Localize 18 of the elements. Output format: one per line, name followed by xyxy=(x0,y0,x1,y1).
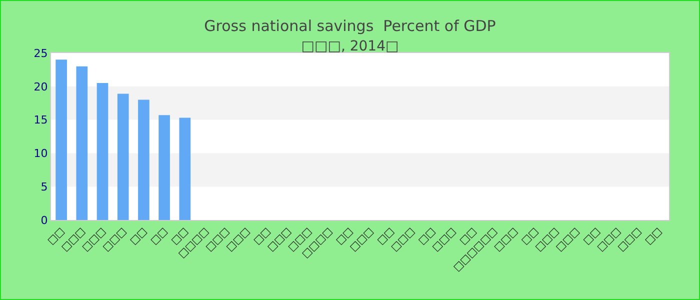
y-tick-label: 25 xyxy=(34,46,48,60)
y-tick-label: 0 xyxy=(40,214,48,227)
bar xyxy=(179,118,191,220)
x-tick-label: □□ xyxy=(128,226,150,248)
y-tick-label: 15 xyxy=(34,114,48,127)
chart-subtitle: □□□, 2014□ xyxy=(301,38,399,54)
chart-title: Gross national savings Percent of GDP xyxy=(204,16,496,35)
y-tick-label: 5 xyxy=(40,180,48,194)
bar xyxy=(117,94,129,220)
bar xyxy=(56,60,67,220)
y-tick-label: 20 xyxy=(34,80,48,94)
x-tick-label: □□ xyxy=(643,226,664,248)
bar xyxy=(96,83,108,220)
y-tick-label: 10 xyxy=(34,147,48,160)
bar xyxy=(138,100,150,220)
x-tick-label: □□ xyxy=(148,226,170,248)
bar xyxy=(76,66,88,220)
bar xyxy=(158,115,170,220)
